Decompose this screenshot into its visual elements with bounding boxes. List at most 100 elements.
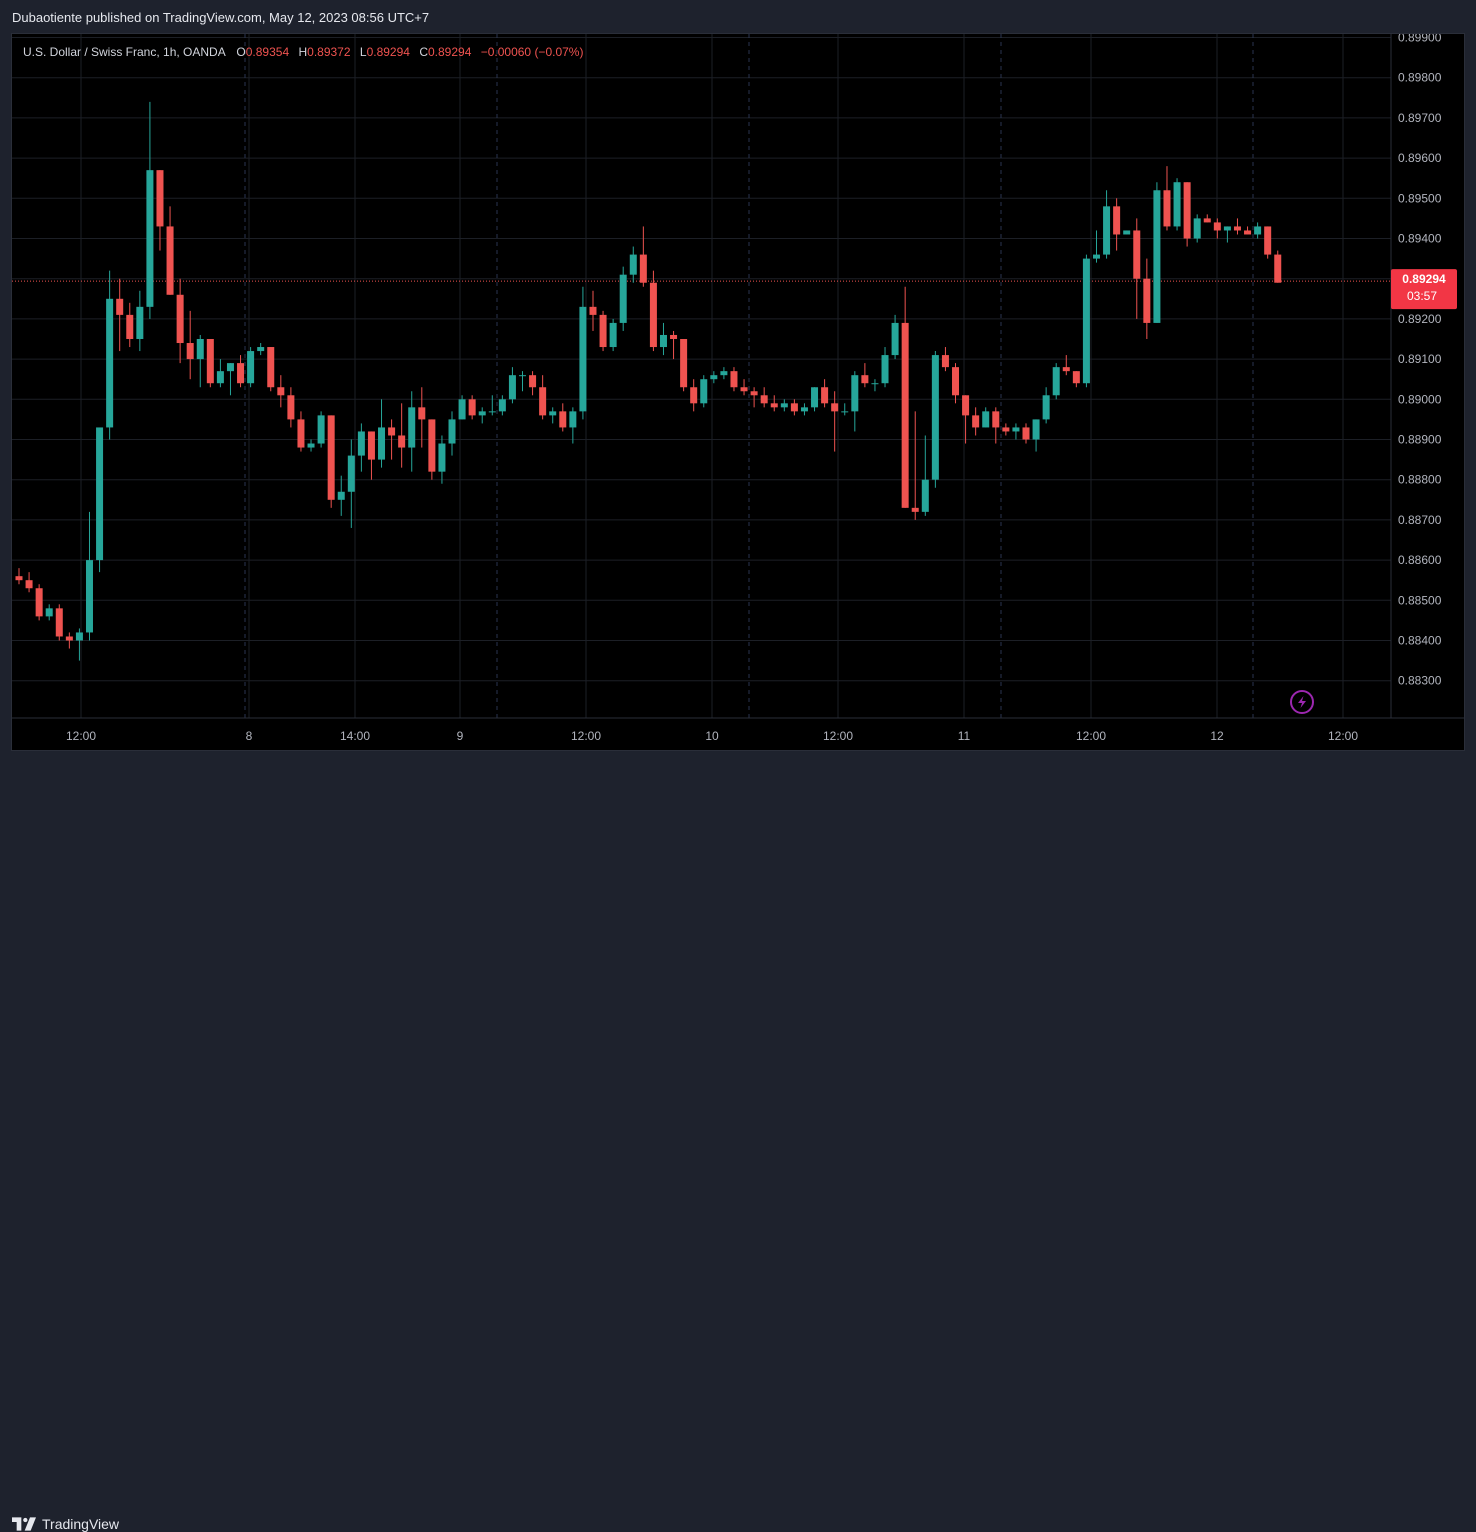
candle-body — [1213, 222, 1221, 231]
candle — [780, 399, 788, 412]
time-tick-label: 9 — [457, 729, 464, 743]
lightning-bolt-icon[interactable] — [1290, 690, 1314, 714]
candle-body — [680, 339, 688, 388]
candle — [498, 395, 506, 416]
candle — [619, 266, 627, 331]
candle — [1143, 258, 1151, 339]
candle-body — [1032, 419, 1040, 440]
candle-body — [841, 411, 849, 413]
candle-body — [347, 455, 355, 492]
tradingview-brand[interactable]: TradingView — [12, 1516, 119, 1532]
countdown-timer: 03:57 — [1407, 289, 1437, 303]
price-tick-label: 0.88300 — [1398, 674, 1442, 688]
candle-body — [458, 399, 466, 420]
candle — [710, 371, 718, 384]
candle-body — [75, 632, 83, 641]
price-tick-label: 0.89700 — [1398, 111, 1442, 125]
candle-body — [418, 407, 426, 420]
candle — [478, 407, 486, 424]
candle — [25, 572, 33, 593]
price-tick-label: 0.89600 — [1398, 151, 1442, 165]
candle-body — [287, 395, 295, 420]
candle — [670, 330, 678, 360]
candle-body — [549, 411, 557, 416]
candle — [649, 270, 657, 352]
candle-body — [629, 254, 637, 275]
candle — [106, 270, 114, 440]
candle-body — [126, 314, 134, 339]
candle-body — [690, 387, 698, 404]
candle — [488, 395, 496, 416]
candle-body — [569, 411, 577, 428]
tradingview-logo-icon — [12, 1517, 36, 1531]
candle-body — [790, 403, 798, 412]
candle-body — [237, 363, 245, 384]
candle-body — [730, 371, 738, 388]
candle — [206, 339, 214, 388]
candle — [569, 407, 577, 444]
brand-name: TradingView — [42, 1516, 120, 1532]
candle-body — [65, 636, 73, 641]
candle-body — [941, 355, 949, 368]
candle-body — [277, 387, 285, 396]
candle — [579, 286, 587, 420]
candle — [659, 322, 667, 356]
legend-symbol-name: U.S. Dollar / Swiss Franc, 1h, OANDA — [23, 45, 226, 59]
price-axis-background[interactable] — [1391, 34, 1464, 750]
candle-body — [1042, 395, 1050, 420]
chart-area[interactable]: 0.89900 0.89800 0.89700 0.89600 0.89500 0.894… — [11, 31, 1465, 751]
candle-body — [579, 306, 587, 412]
last-price-tag-box — [1391, 269, 1457, 310]
candle — [1092, 230, 1100, 263]
candle — [327, 415, 335, 508]
candle — [85, 511, 93, 641]
candle — [166, 206, 174, 295]
candle — [921, 435, 929, 516]
candle-body — [176, 294, 184, 344]
candle-body — [1022, 427, 1030, 440]
candle-body — [337, 491, 345, 500]
candle — [931, 351, 939, 488]
candle — [65, 632, 73, 649]
candle-body — [1002, 427, 1010, 432]
candle — [690, 379, 698, 412]
candle-body — [317, 415, 325, 444]
candle — [408, 391, 416, 472]
candlestick-chart[interactable]: 0.89900 0.89800 0.89700 0.89600 0.89500 0.894… — [12, 31, 1464, 750]
candle — [75, 628, 83, 661]
candle — [1254, 222, 1262, 239]
candle-body — [1092, 254, 1100, 259]
candle — [508, 367, 516, 404]
candle — [226, 363, 234, 396]
candle-body — [982, 411, 990, 428]
candle-body — [216, 371, 224, 384]
candle — [156, 170, 164, 251]
time-axis-background[interactable] — [12, 718, 1464, 750]
candle-body — [891, 322, 899, 356]
legend-open-value: 0.89354 — [246, 45, 290, 59]
price-tick-label: 0.89000 — [1398, 392, 1442, 406]
legend-low-value: 0.89294 — [367, 45, 411, 59]
candle — [277, 375, 285, 408]
candle — [1183, 182, 1191, 247]
candle-body — [670, 334, 678, 339]
candle-body — [146, 170, 154, 307]
candle-body — [851, 375, 859, 412]
candle-body — [156, 170, 164, 227]
candle — [972, 407, 980, 436]
candle — [216, 359, 224, 388]
candle — [790, 399, 798, 416]
last-price-tag: 0.89294 03:57 — [1391, 269, 1457, 310]
candle — [629, 246, 637, 283]
candle — [680, 339, 688, 392]
candles — [15, 101, 1282, 661]
candle — [609, 318, 617, 352]
price-tick-label: 0.88800 — [1398, 473, 1442, 487]
candle-body — [780, 403, 788, 408]
legend-low-label: L — [360, 45, 367, 59]
candle — [418, 387, 426, 448]
candle-body — [186, 343, 194, 360]
candle-body — [539, 387, 547, 416]
candle — [529, 371, 537, 396]
candle — [186, 310, 194, 380]
